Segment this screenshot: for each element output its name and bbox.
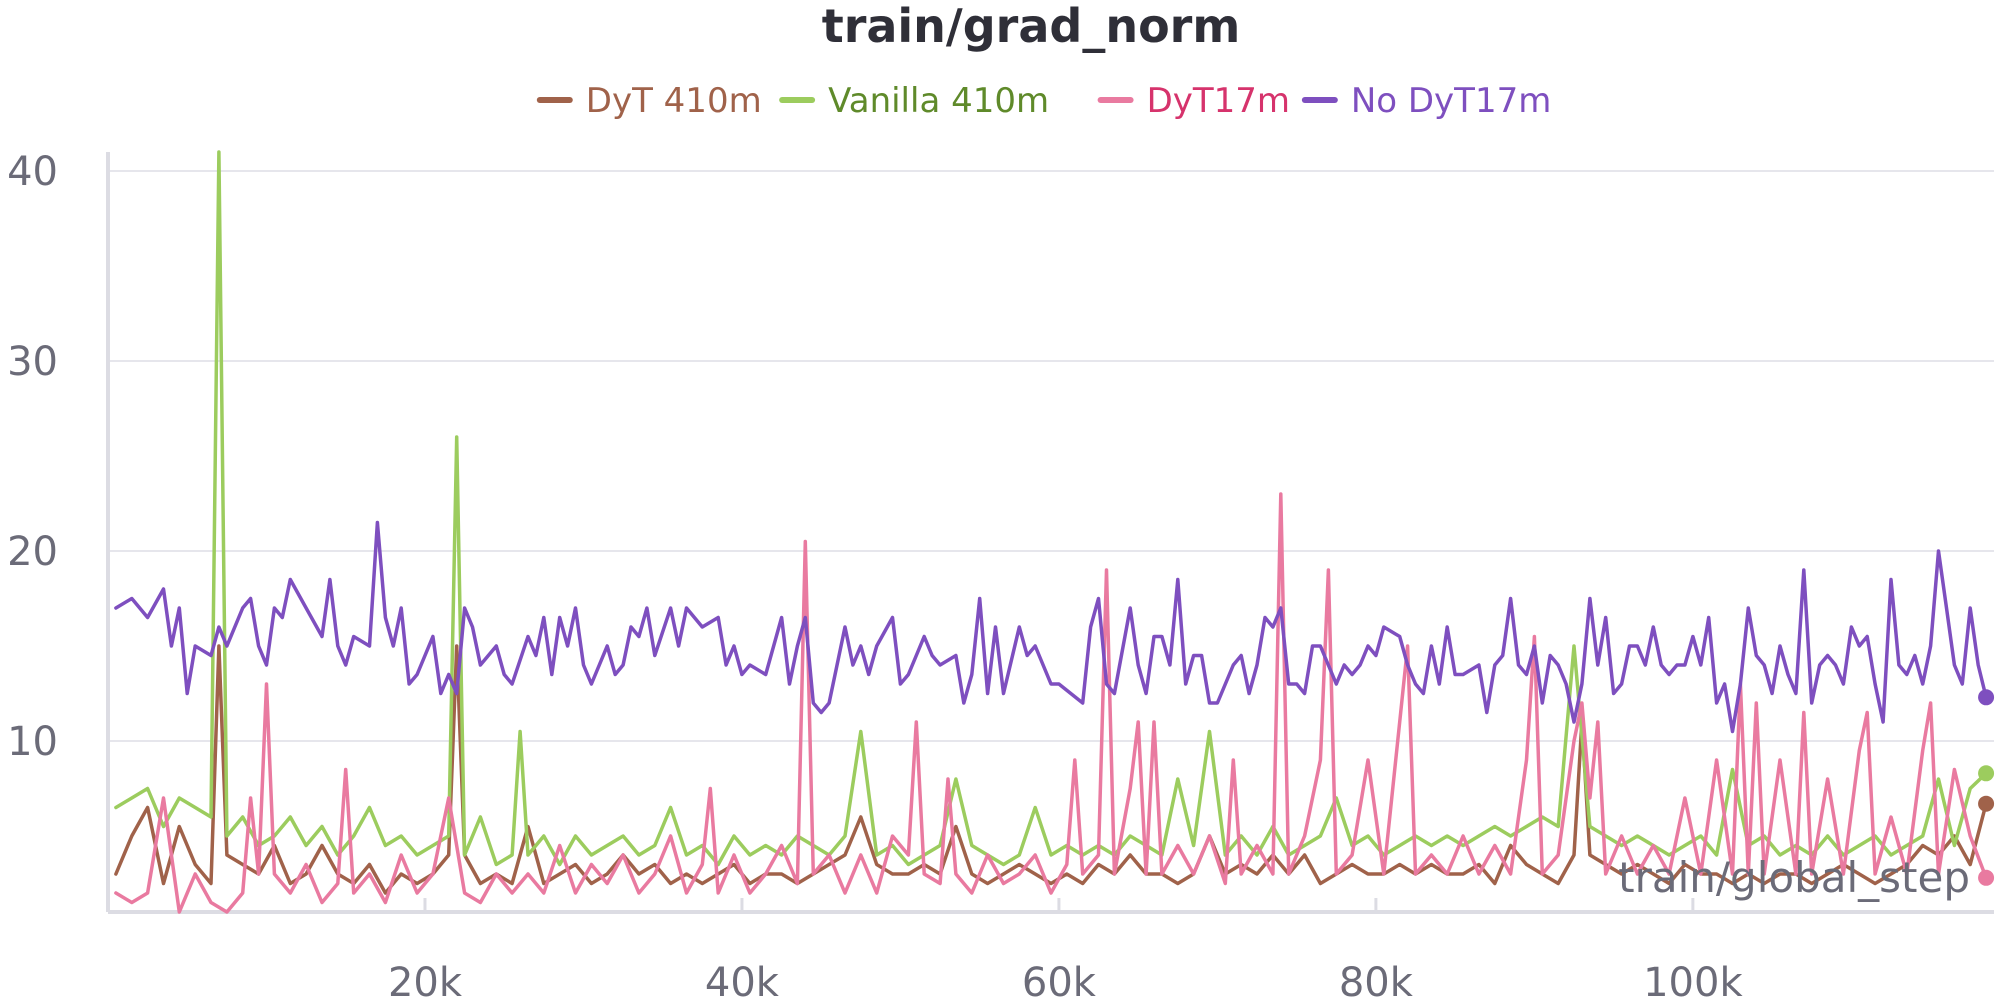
series-end-marker-0 [1978, 795, 1995, 812]
end-markers [1978, 689, 1995, 886]
legend-label-2: DyT17m [1147, 81, 1290, 121]
series-end-marker-3 [1978, 689, 1995, 706]
legend-label-3: No DyT17m [1351, 81, 1552, 121]
axes: 10 20 30 40 20k 40k 60k 80k 100k [7, 149, 1994, 1006]
x-tick-label-1: 40k [705, 960, 780, 1006]
x-tick-label-2: 60k [1022, 960, 1097, 1006]
x-tick-label-4: 100k [1643, 960, 1743, 1006]
x-tick-label-3: 80k [1339, 960, 1414, 1006]
x-axis-label: train/global_step [1618, 853, 1970, 902]
series-line-0 [114, 644, 1988, 895]
series-layer [114, 150, 1988, 914]
legend-label-0: DyT 410m [586, 81, 762, 121]
legend-label-1: Vanilla 410m [828, 81, 1049, 121]
x-tick-label-0: 20k [388, 960, 463, 1006]
grid-lines [108, 170, 1994, 742]
series-line-1 [114, 150, 1988, 867]
series-line-3 [114, 520, 1988, 734]
legend: DyT 410m Vanilla 410m DyT17m No DyT17m [536, 81, 1552, 121]
y-tick-label-1: 20 [7, 529, 58, 575]
y-tick-label-2: 30 [7, 339, 58, 385]
y-tick-label-0: 10 [7, 719, 58, 765]
series-line-2 [114, 492, 1988, 914]
y-tick-label-3: 40 [7, 149, 58, 195]
series-end-marker-2 [1978, 869, 1995, 886]
series-end-marker-1 [1978, 765, 1995, 782]
chart-title: train/grad_norm [822, 0, 1241, 53]
